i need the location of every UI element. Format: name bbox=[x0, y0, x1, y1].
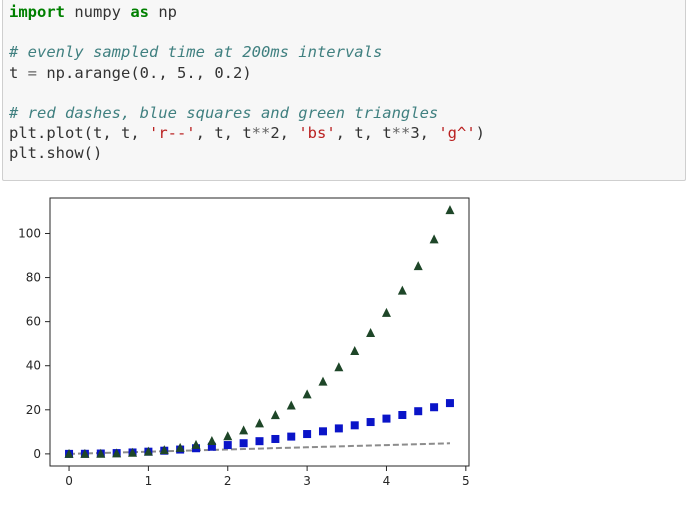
code-cell[interactable]: import numpy as np # evenly sampled time … bbox=[2, 0, 686, 181]
series-square-point bbox=[255, 437, 264, 446]
series-triangle-point bbox=[159, 445, 169, 455]
y-tick-label: 20 bbox=[26, 403, 41, 417]
x-tick-label: 1 bbox=[145, 474, 153, 488]
series-triangle-point bbox=[270, 410, 280, 420]
series-triangle-point bbox=[429, 234, 439, 244]
code-line: # red dashes, blue squares and green tri… bbox=[9, 103, 485, 123]
series-square-point bbox=[318, 427, 327, 436]
series-triangle-point bbox=[96, 448, 106, 458]
y-tick-label: 80 bbox=[26, 271, 41, 285]
plot-figure: 0 1 2 3 4 5 0 20 40 60 80 100 bbox=[18, 197, 470, 488]
series-square-point bbox=[366, 418, 375, 427]
code-token: 'bs' bbox=[298, 124, 336, 143]
code-token: t bbox=[9, 63, 28, 82]
code-token: plt.plot(t, t, bbox=[9, 124, 149, 143]
series-square-point bbox=[271, 434, 280, 443]
code-token: numpy bbox=[65, 3, 131, 21]
series-triangle-point bbox=[207, 436, 217, 446]
series-triangle-point bbox=[397, 285, 407, 295]
series-square-point bbox=[382, 414, 391, 423]
x-tick-label: 2 bbox=[224, 474, 232, 488]
y-tick-label: 40 bbox=[26, 359, 41, 373]
code-line: import numpy as np bbox=[9, 2, 485, 22]
code-token: , t, t bbox=[335, 124, 392, 143]
series-square-point bbox=[223, 441, 232, 450]
y-tick-label: 60 bbox=[26, 315, 41, 329]
code-token: # red dashes, blue squares and green tri… bbox=[9, 103, 439, 122]
code-token: plt.show() bbox=[9, 144, 103, 163]
code-line: # evenly sampled time at 200ms intervals bbox=[9, 42, 485, 62]
x-tick-label: 0 bbox=[65, 474, 73, 488]
y-tick-label: 100 bbox=[18, 226, 41, 240]
output-area: 0 1 2 3 4 5 0 20 40 60 80 100 bbox=[0, 181, 689, 521]
series-square-point bbox=[414, 407, 423, 416]
series-triangle-point bbox=[112, 448, 122, 458]
series-square-point bbox=[239, 439, 248, 448]
y-tick-label: 0 bbox=[33, 447, 41, 461]
code-token: np.arange(0., 5., 0.2) bbox=[37, 63, 252, 82]
series-triangle-point bbox=[286, 400, 296, 410]
x-tick-label: 5 bbox=[462, 474, 470, 488]
code-token: , t, t bbox=[195, 124, 252, 143]
code-token: 2, bbox=[270, 124, 299, 143]
code-token: ** bbox=[251, 124, 271, 143]
series-triangle-point bbox=[223, 431, 233, 441]
series-triangle-point bbox=[350, 346, 360, 356]
series-square-point bbox=[350, 421, 359, 430]
series-triangle-point bbox=[366, 327, 376, 337]
code-editor[interactable]: import numpy as np # evenly sampled time … bbox=[9, 2, 485, 164]
series-triangle-point bbox=[143, 446, 153, 456]
code-token: import bbox=[9, 3, 65, 21]
series-triangle-point bbox=[381, 307, 391, 317]
series-triangle-point bbox=[175, 442, 185, 452]
code-line: plt.show() bbox=[9, 143, 485, 163]
code-token: 3, bbox=[410, 124, 439, 143]
series-triangle-point bbox=[239, 425, 249, 435]
series-triangle-point bbox=[255, 418, 264, 428]
series-triangle-point bbox=[445, 205, 455, 215]
code-token: ) bbox=[475, 124, 485, 143]
series-square-point bbox=[398, 411, 407, 420]
series-triangle-point bbox=[64, 448, 74, 458]
code-line: t = np.arange(0., 5., 0.2) bbox=[9, 63, 485, 83]
series-square-point bbox=[207, 442, 216, 451]
code-line: plt.plot(t, t, 'r--', t, t**2, 'bs', t, … bbox=[9, 123, 485, 143]
code-token: np bbox=[149, 3, 177, 21]
code-line bbox=[9, 83, 485, 103]
series-triangle-point bbox=[80, 448, 90, 458]
series-square-point bbox=[445, 399, 454, 408]
code-token: 'g^' bbox=[438, 124, 476, 143]
series-triangle-point bbox=[318, 376, 328, 386]
code-token: # evenly sampled time at 200ms intervals bbox=[9, 43, 383, 62]
code-token: as bbox=[130, 3, 149, 21]
code-token: ** bbox=[391, 124, 411, 143]
code-token: = bbox=[27, 63, 38, 82]
series-square-point bbox=[303, 430, 312, 439]
series-triangle-point bbox=[302, 389, 312, 399]
x-tick-label: 4 bbox=[383, 474, 391, 488]
series-triangle-point bbox=[128, 447, 138, 457]
series-triangle-point bbox=[191, 439, 201, 449]
code-line bbox=[9, 22, 485, 42]
series-square-point bbox=[334, 424, 343, 433]
series-triangle-point bbox=[413, 261, 423, 271]
series-square-point bbox=[287, 432, 296, 441]
series-square-point bbox=[430, 403, 439, 412]
series-triangle-point bbox=[334, 362, 344, 372]
code-token: 'r--' bbox=[148, 124, 196, 143]
x-tick-label: 3 bbox=[303, 474, 311, 488]
